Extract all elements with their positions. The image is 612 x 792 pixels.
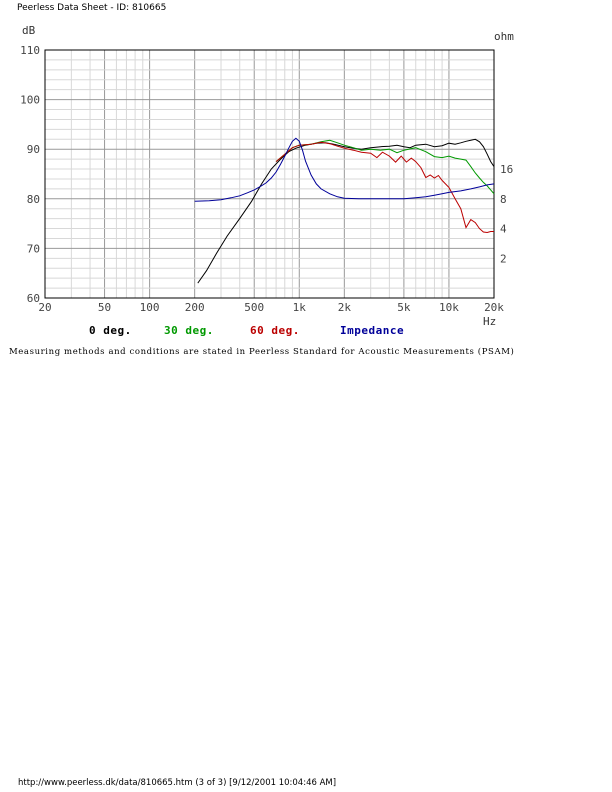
y2-tick-label: 16: [500, 163, 513, 176]
y-tick-labels: 60 70 80 90 100 110: [20, 44, 40, 305]
measurement-note: Measuring methods and conditions are sta…: [9, 347, 515, 357]
y2-tick-label: 2: [500, 252, 507, 265]
legend-0-deg: 0 deg.: [89, 324, 132, 337]
x-tick-labels: 20 50 100 200 500 1k 2k 5k 10k 20k: [38, 301, 504, 314]
legend-30-deg: 30 deg.: [164, 324, 214, 337]
x-tick-label: 50: [98, 301, 111, 314]
y-tick-label: 80: [27, 193, 40, 206]
plot-frame: [44, 49, 495, 299]
y-tick-label: 60: [27, 292, 40, 305]
y2-tick-label: 8: [500, 193, 507, 206]
x-tick-label: 1k: [293, 301, 307, 314]
x-tick-label: 20: [38, 301, 51, 314]
y-tick-label: 90: [27, 143, 40, 156]
x-tick-label: 20k: [484, 301, 504, 314]
series-line-0: [197, 138, 495, 284]
page-footer: http://www.peerless.dk/data/810665.htm (…: [18, 778, 337, 788]
y-axis-label: dB: [22, 24, 36, 37]
y2-tick-label: 4: [500, 223, 507, 236]
y-tick-label: 70: [27, 242, 40, 255]
x-axis-label: Hz: [483, 315, 496, 328]
x-tick-label: 2k: [338, 301, 352, 314]
series-line-1: [275, 139, 495, 195]
legend-impedance: Impedance: [340, 324, 405, 337]
y2-axis-label: ohm: [494, 30, 514, 43]
page-header: Peerless Data Sheet - ID: 810665: [17, 3, 167, 13]
frequency-response-chart: dB ohm Hz 20 50 100 200 500 1k 2k 5k 10k 20k 60 70…: [20, 24, 514, 328]
legend-60-deg: 60 deg.: [250, 324, 300, 337]
y2-tick-labels: 16 8 4 2: [500, 163, 513, 265]
x-tick-label: 100: [140, 301, 160, 314]
series-line-2: [275, 141, 494, 234]
x-tick-label: 500: [244, 301, 264, 314]
series-lines: [194, 137, 495, 284]
x-tick-label: 200: [185, 301, 205, 314]
series-line-3: [194, 137, 495, 202]
x-tick-label: 10k: [439, 301, 459, 314]
y-tick-label: 100: [20, 94, 40, 107]
y-tick-label: 110: [20, 44, 40, 57]
chart-grid: [44, 49, 495, 299]
x-tick-label: 5k: [397, 301, 411, 314]
